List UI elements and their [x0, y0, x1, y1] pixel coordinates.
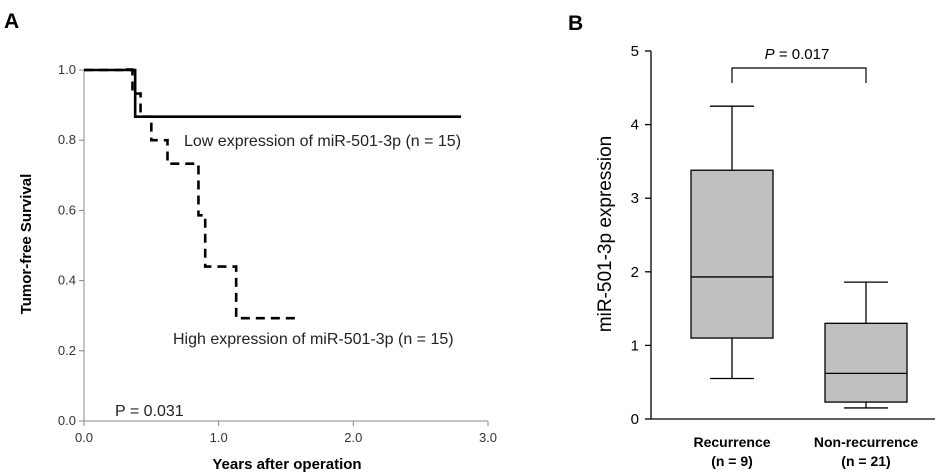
panel-b-y-tick-label: 3 — [631, 190, 639, 207]
category-n-label: (n = 21) — [841, 453, 890, 469]
panel-a-y-tick-label: 0.4 — [58, 273, 76, 288]
panel-a-x-tick-label: 1.0 — [210, 430, 228, 445]
panel-b-y-ticks: 0 1 2 3 4 5 — [631, 43, 651, 428]
panel-a-y-tick-label: 0.0 — [58, 413, 76, 428]
panel-a-y-tick-label: 0.2 — [58, 343, 76, 358]
panel-a-y-tick-label: 0.6 — [58, 202, 76, 217]
p-value: = 0.017 — [775, 46, 830, 63]
box-iqr — [824, 322, 908, 403]
panel-b-box-plot: B 0 1 2 3 4 5 miR-501-3p expression P = 0.017… — [568, 12, 935, 469]
p-value-annotation-a: P = 0.031 — [115, 403, 184, 420]
series-label-high: High expression of miR-501-3p (n = 15) — [173, 331, 454, 348]
panel-a-letter: A — [4, 10, 19, 33]
bracket-line — [731, 67, 867, 83]
panel-a-x-tick-label: 2.0 — [344, 430, 362, 445]
panel-b-axes — [650, 51, 935, 420]
panel-b-y-tick-label: 4 — [631, 117, 639, 134]
panel-b-y-tick-label: 5 — [631, 43, 639, 60]
panel-a-y-ticks: 0.0 0.2 0.4 0.6 0.8 1.0 — [58, 62, 84, 428]
category-label: Non-recurrence — [814, 434, 918, 450]
category-label: Recurrence — [693, 434, 770, 450]
panel-a-x-ticks: 0.0 1.0 2.0 3.0 — [75, 421, 497, 445]
box-iqr — [690, 169, 774, 339]
box-non-recurrence — [824, 281, 908, 409]
panel-a-y-axis-label: Tumor-free Survival — [18, 174, 35, 315]
series-line-high-expression — [84, 68, 297, 320]
panel-b-y-axis-label: miR-501-3p expression — [595, 136, 616, 332]
p-symbol: P — [765, 46, 775, 63]
p-value-annotation-b: P = 0.017 — [765, 46, 830, 63]
panel-a-y-tick-label: 1.0 — [58, 62, 76, 77]
panel-b-boxes — [690, 105, 908, 409]
box-recurrence — [690, 105, 774, 380]
panel-b-y-tick-label: 0 — [631, 411, 639, 428]
panel-b-y-tick-label: 1 — [631, 337, 639, 354]
series-label-low: Low expression of miR-501-3p (n = 15) — [184, 133, 461, 150]
panel-b-category-labels: Recurrence (n = 9) Non-recurrence (n = 21) — [693, 434, 918, 469]
panel-a-y-tick-label: 0.8 — [58, 132, 76, 147]
panel-a-axes — [83, 70, 488, 422]
panel-a-series — [84, 68, 462, 320]
category-n-label: (n = 9) — [711, 453, 753, 469]
significance-bracket — [731, 67, 867, 83]
panel-b-letter: B — [568, 12, 583, 35]
panel-a-km-plot: A 0.0 0.2 0.4 0.6 0.8 1.0 0.0 1.0 2.0 3.0 Tumor-… — [4, 10, 497, 473]
panel-b-y-tick-label: 2 — [631, 264, 639, 281]
panel-a-x-tick-label: 3.0 — [479, 430, 497, 445]
panel-a-x-axis-label: Years after operation — [212, 456, 361, 473]
panel-a-x-tick-label: 0.0 — [75, 430, 93, 445]
